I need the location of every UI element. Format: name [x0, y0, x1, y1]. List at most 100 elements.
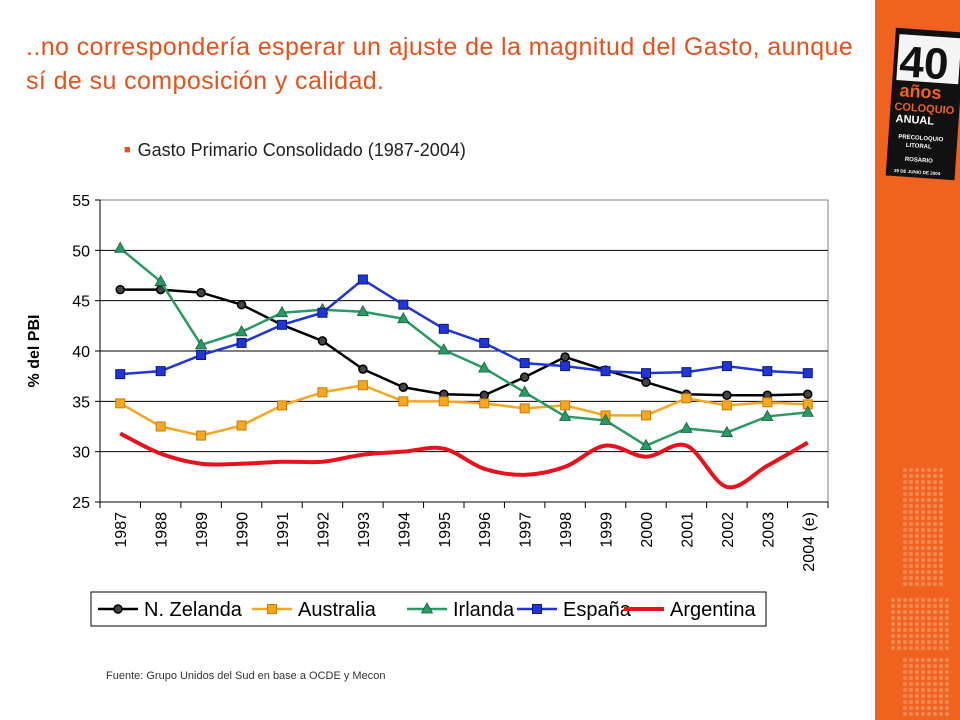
data-point-espa-a [519, 358, 530, 369]
y-axis-label: % del PBI [26, 315, 43, 388]
y-tick-label: 55 [72, 193, 90, 210]
x-tick-label: 1990 [235, 512, 252, 548]
y-tick-label: 35 [72, 394, 90, 411]
legend-label-argentina: Argentina [670, 599, 756, 621]
series-line-irlanda [119, 247, 808, 447]
data-point-australia [155, 421, 166, 432]
data-point-espa-a [236, 337, 247, 348]
legend-label-irlanda: Irlanda [453, 599, 515, 621]
data-point-espa-a [479, 337, 490, 348]
x-tick-label: 1996 [477, 512, 494, 548]
chart-subtitle: ■ Gasto Primario Consolidado (1987-2004) [124, 140, 466, 161]
x-tick-label: 1987 [113, 512, 130, 548]
data-point-australia [398, 396, 409, 407]
data-point-n-zelanda [317, 336, 328, 346]
legend-label-australia: Australia [298, 599, 377, 621]
source-note: Fuente: Grupo Unidos del Sud en base a O… [106, 670, 386, 682]
data-point-irlanda [114, 241, 127, 253]
x-tick-label: 1998 [558, 512, 575, 548]
data-point-irlanda [235, 325, 248, 337]
logo-number: 40 [898, 37, 950, 89]
data-point-n-zelanda [196, 287, 206, 298]
x-tick-label: 2000 [639, 512, 656, 548]
data-point-espa-a [398, 299, 409, 310]
data-point-espa-a [721, 361, 732, 372]
logo-line-3: PRECOLOQUIO [898, 134, 944, 143]
data-point-australia [196, 430, 207, 441]
logo-line-1: COLOQUIO [894, 101, 955, 117]
x-tick-label: 1993 [356, 512, 373, 548]
line-chart: 25 30 35 40 45 50 55 % del PBI 1987 1988 1989 1990 1… [26, 193, 829, 627]
data-point-australia [438, 396, 449, 407]
data-point-n-zelanda [722, 390, 732, 401]
x-tick-label: 1991 [275, 512, 292, 548]
data-point-espa-a [560, 361, 571, 372]
data-point-espa-a [600, 366, 611, 377]
data-point-n-zelanda [519, 372, 530, 382]
data-point-australia [681, 393, 692, 404]
x-tick-label: 1999 [599, 512, 616, 548]
x-tick-label: 2004 (e) [801, 512, 818, 572]
data-point-australia [519, 403, 530, 414]
slide-title: ..no correspondería esperar un ajuste de… [26, 33, 854, 95]
sidebar-panel: 40 años COLOQUIO ANUAL PRECOLOQUIO LITOR… [875, 0, 960, 720]
data-point-n-zelanda [115, 284, 125, 295]
data-point-espa-a [115, 369, 126, 380]
logo-line-4: LITORAL [906, 143, 933, 151]
data-point-irlanda [275, 305, 289, 318]
data-point-espa-a [277, 319, 287, 330]
legend-label-espa-a: España [563, 599, 632, 621]
event-logo: 40 años COLOQUIO ANUAL PRECOLOQUIO LITOR… [885, 27, 960, 716]
x-tick-label: 1989 [194, 512, 211, 548]
data-point-irlanda [599, 413, 612, 425]
x-tick-label: 1997 [518, 512, 535, 548]
legend-marker-espa-a [532, 604, 542, 614]
logo-line-6: 29 DE JUNIO DE 2004 [894, 168, 941, 176]
data-point-irlanda [154, 274, 167, 286]
x-tick-label: 1995 [437, 512, 454, 548]
data-point-irlanda [558, 409, 572, 421]
y-tick-label: 25 [72, 495, 90, 512]
data-point-irlanda [801, 405, 814, 417]
y-tick-label: 30 [72, 445, 90, 462]
series-line-n-zelanda [120, 288, 808, 397]
data-point-irlanda [518, 385, 531, 397]
series-line-australia [119, 383, 808, 437]
data-point-australia [762, 397, 773, 408]
data-point-irlanda [680, 421, 693, 433]
data-point-n-zelanda [398, 382, 409, 392]
data-point-irlanda [720, 425, 734, 437]
data-point-australia [357, 380, 368, 391]
data-point-australia [236, 420, 247, 431]
y-tick-label: 50 [72, 243, 90, 260]
data-point-espa-a [802, 368, 813, 379]
data-point-espa-a [762, 366, 773, 377]
x-tick-label: 2002 [720, 512, 737, 548]
data-point-n-zelanda [479, 390, 489, 401]
x-tick-label: 1988 [154, 512, 171, 548]
series-line-espa-a [120, 278, 808, 376]
y-tick-label: 40 [72, 344, 90, 361]
logo-line-5: ROSARIO [905, 157, 934, 165]
data-point-n-zelanda [358, 364, 368, 374]
data-point-n-zelanda [236, 299, 247, 310]
data-point-irlanda [397, 311, 410, 324]
data-point-australia [641, 410, 651, 421]
data-point-n-zelanda [803, 389, 813, 400]
legend-marker-irlanda [420, 602, 434, 614]
data-point-espa-a [357, 274, 368, 285]
x-tick-label: 2001 [679, 512, 696, 548]
logo-line-2: ANUAL [895, 113, 935, 128]
data-point-irlanda [356, 304, 370, 317]
series-line-argentina [119, 431, 809, 490]
data-point-australia [115, 398, 126, 409]
bullet-square-icon: ■ [124, 144, 131, 156]
y-tick-label: 45 [72, 294, 90, 311]
data-point-irlanda [437, 343, 450, 355]
x-tick-label: 2003 [760, 512, 777, 548]
data-point-australia [479, 398, 490, 409]
data-point-espa-a [641, 368, 651, 379]
data-point-n-zelanda [641, 377, 651, 387]
x-tick-label: 1992 [315, 512, 332, 548]
data-point-espa-a [438, 323, 449, 334]
